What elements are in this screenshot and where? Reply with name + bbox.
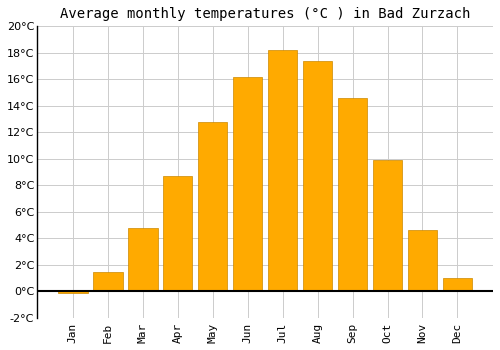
Bar: [408, 230, 438, 292]
Bar: [442, 278, 472, 292]
Bar: [58, 292, 88, 293]
Bar: [232, 77, 262, 292]
Bar: [338, 98, 368, 292]
Bar: [302, 61, 332, 292]
Bar: [163, 176, 192, 292]
Title: Average monthly temperatures (°C ) in Bad Zurzach: Average monthly temperatures (°C ) in Ba…: [60, 7, 470, 21]
Bar: [128, 228, 158, 292]
Bar: [372, 160, 402, 292]
Bar: [268, 50, 298, 292]
Bar: [198, 122, 228, 292]
Bar: [93, 272, 122, 292]
